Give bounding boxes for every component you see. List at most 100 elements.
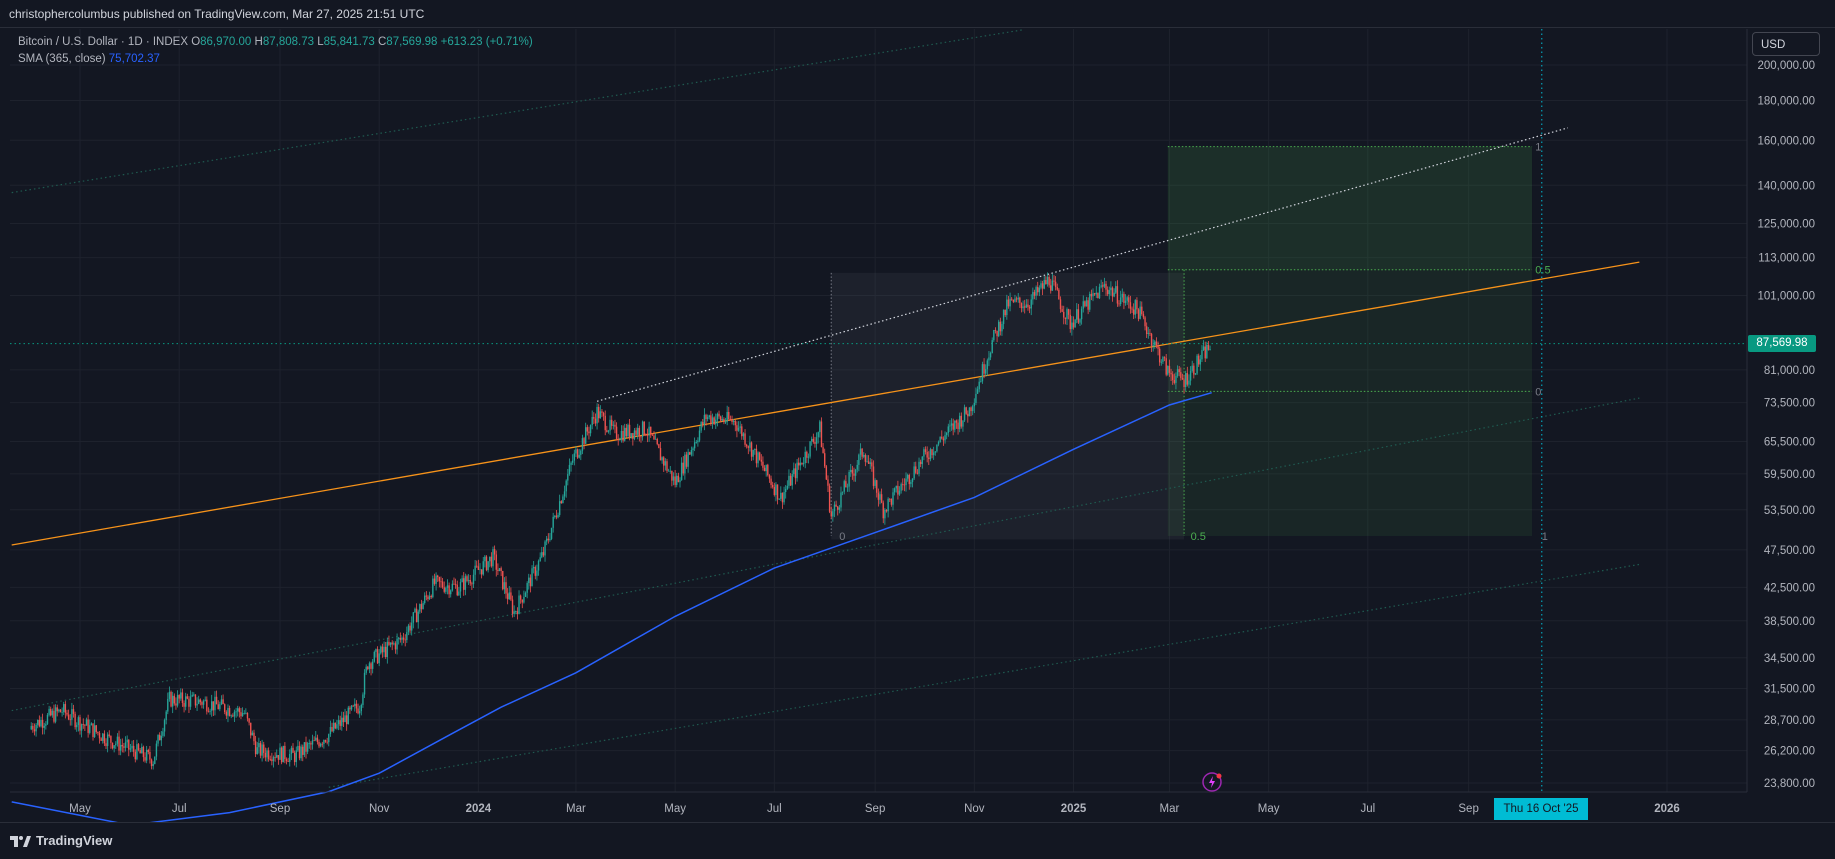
candle — [77, 715, 80, 732]
chart-legend[interactable]: Bitcoin / U.S. Dollar · 1D · INDEX O86,9… — [18, 34, 533, 68]
candle-body — [386, 641, 389, 658]
candle-body — [230, 715, 232, 717]
candle-body — [505, 582, 507, 594]
candle-body — [290, 747, 293, 755]
candle-body — [747, 446, 749, 448]
candle-body — [411, 622, 413, 631]
channel-dotted-line[interactable] — [328, 563, 1640, 788]
candle-body — [661, 457, 663, 461]
candle — [926, 446, 928, 463]
candle-body — [93, 725, 96, 738]
sma-legend-row[interactable]: SMA (365, close) 75,702.37 — [18, 51, 533, 68]
candle-body — [339, 720, 341, 726]
candle-body — [700, 421, 702, 431]
candle-body — [784, 488, 787, 493]
candle — [534, 565, 536, 580]
lightning-icon[interactable] — [1202, 772, 1222, 792]
candle-body — [272, 757, 275, 762]
candle — [1167, 365, 1169, 376]
price-chart[interactable]: 00.510.5 10 May Jul Sep Nov 2024 Mar May Jul Sep N… — [0, 29, 1835, 822]
candle — [532, 561, 535, 574]
candle-body — [432, 578, 434, 598]
candle — [986, 358, 989, 376]
candle-body — [38, 719, 41, 727]
candle-body — [781, 492, 784, 503]
candle-body — [92, 723, 94, 738]
candle-body — [903, 484, 906, 486]
candle — [497, 563, 499, 575]
candle-body — [1089, 293, 1091, 310]
candle-body — [571, 460, 574, 463]
price-axis-pane[interactable] — [1747, 29, 1835, 792]
candle — [1056, 283, 1058, 291]
tradingview-logo[interactable]: TradingView — [10, 833, 112, 848]
candle — [906, 473, 909, 482]
fib-range-box[interactable] — [831, 272, 1185, 540]
candle — [910, 479, 912, 488]
candle — [695, 439, 697, 444]
candle — [345, 711, 348, 731]
high-value: 87,808.73 — [262, 36, 314, 48]
candle — [1158, 346, 1161, 366]
candle — [919, 459, 922, 468]
candle-body — [1043, 280, 1045, 289]
open-value: 86,970.00 — [200, 36, 252, 48]
candle — [272, 755, 275, 768]
candle-body — [934, 451, 936, 453]
candle-body — [371, 661, 374, 669]
candle-body — [583, 438, 585, 444]
candle-body — [941, 436, 943, 439]
fib-target-box[interactable] — [1167, 146, 1533, 536]
candle — [973, 398, 976, 414]
candle — [212, 701, 215, 716]
symbol-legend-row[interactable]: Bitcoin / U.S. Dollar · 1D · INDEX O86,9… — [18, 36, 533, 48]
candle — [196, 697, 198, 711]
candle-body — [947, 426, 949, 433]
candle — [822, 443, 824, 454]
time-tick-label: Nov — [964, 803, 985, 815]
candle-body — [801, 462, 803, 465]
fib-projection-tool[interactable]: 00.510.5 10 — [830, 142, 1551, 543]
candle-body — [762, 461, 764, 468]
channel-dotted-line[interactable] — [11, 397, 1640, 712]
candle-body — [858, 454, 860, 465]
candle-body — [837, 506, 839, 510]
time-tick-label: May — [1258, 803, 1280, 815]
candle-body — [531, 568, 533, 587]
candle-body — [61, 712, 63, 713]
candle — [770, 475, 772, 489]
candle — [295, 746, 297, 768]
candle — [817, 431, 819, 444]
candle — [124, 736, 127, 752]
time-axis[interactable]: May Jul Sep Nov 2024 Mar May Jul Sep Nov 2025 Mar Ma… — [10, 791, 1747, 815]
candle — [316, 734, 319, 745]
orange-trendline[interactable] — [11, 261, 1640, 546]
trendlines[interactable] — [10, 29, 1747, 792]
candle-body — [594, 418, 597, 424]
candle-body — [404, 639, 406, 641]
candle-body — [635, 430, 637, 435]
candle-body — [479, 569, 481, 571]
candle — [398, 636, 400, 645]
candle-body — [617, 438, 619, 441]
candle-body — [1165, 358, 1167, 375]
currency-button[interactable]: USD — [1752, 32, 1820, 56]
candle — [178, 694, 180, 704]
candle-body — [358, 711, 361, 714]
upper-dotted-trendline[interactable] — [596, 127, 1568, 402]
candlestick-series — [30, 272, 1211, 770]
candle — [381, 643, 384, 658]
candle-body — [388, 641, 390, 645]
candle — [277, 754, 280, 765]
candle-body — [464, 576, 467, 590]
candle — [812, 433, 815, 444]
candle — [222, 694, 224, 705]
candle-body — [492, 549, 494, 567]
candle-body — [568, 464, 571, 475]
candle-body — [750, 442, 753, 457]
candle — [653, 431, 655, 441]
candle — [811, 436, 813, 446]
candle-body — [1040, 283, 1042, 288]
price-axis[interactable]: 200,000.00180,000.00160,000.00140,000.00… — [1746, 29, 1835, 792]
candle — [637, 423, 639, 440]
